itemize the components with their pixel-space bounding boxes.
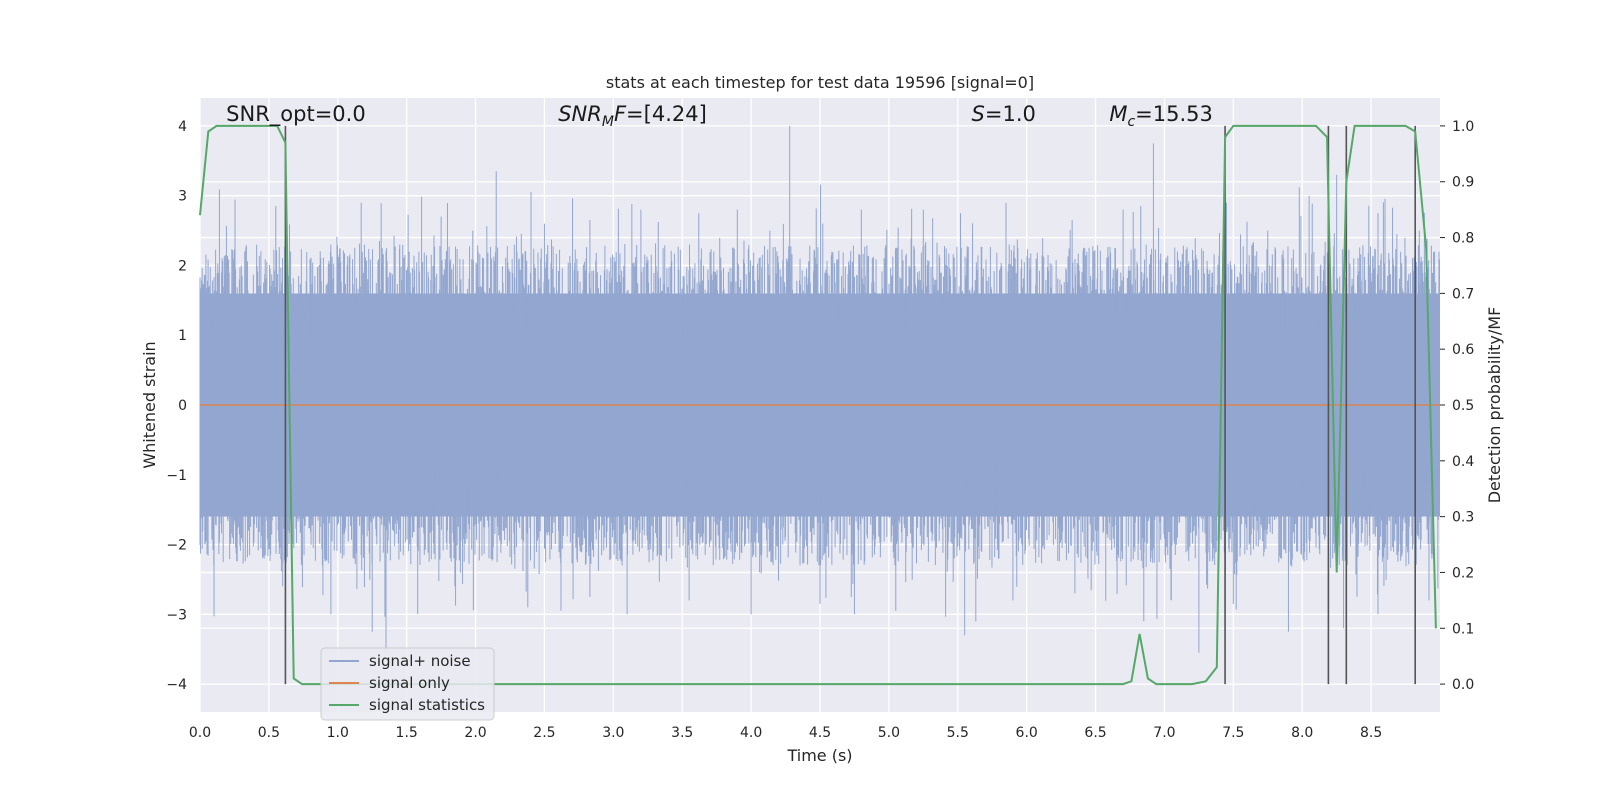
- y-tick-label: 1: [178, 328, 187, 344]
- y-tick-label: 3: [178, 189, 187, 205]
- y-tick-label: −4: [166, 677, 187, 693]
- signal-statistics-line: [199, 124, 1437, 686]
- signal-statistics-series: [199, 124, 1437, 686]
- annotation-2: S=1.0: [972, 102, 1036, 126]
- x-tick-label: 8.0: [1291, 725, 1313, 741]
- y2-tick-label: 0.1: [1452, 621, 1474, 637]
- y2-tick-label: 0.5: [1452, 398, 1474, 414]
- x-tick-label: 7.5: [1222, 725, 1244, 741]
- annotations: SNR_opt=0.0 SNRMF=[4.24] S=1.0 Mc=15.53: [226, 102, 1213, 130]
- x-tick-labels: 0.0 0.5 1.0 1.5 2.0 2.5 3.0 3.5 4.0 4.5 5.0 5.5 6.0 6…: [189, 725, 1382, 741]
- y2-tick-label: 1.0: [1452, 119, 1474, 135]
- x-tick-label: 3.5: [671, 725, 693, 741]
- y2-tick-label: 0.0: [1452, 677, 1474, 693]
- y-tick-label: 2: [178, 258, 187, 274]
- x-tick-label: 2.5: [533, 725, 555, 741]
- x-axis-label: Time (s): [786, 746, 852, 765]
- y2-tick-label: 0.8: [1452, 231, 1474, 247]
- x-tick-label: 6.0: [1016, 725, 1038, 741]
- y2-tick-labels: 0.0 0.1 0.2 0.3 0.4 0.5 0.6 0.7 0.8 0.9 1.0: [1440, 119, 1474, 693]
- legend-box: [320, 647, 495, 721]
- x-tick-label: 0.0: [189, 725, 211, 741]
- legend-label-stats: signal statistics: [369, 696, 485, 714]
- x-tick-label: 5.5: [947, 725, 969, 741]
- y-tick-label: 4: [178, 119, 187, 135]
- y2-axis-label: Detection probability/MF: [1485, 307, 1504, 504]
- annotation-1: SNRMF=[4.24]: [558, 102, 707, 130]
- x-tick-label: 4.5: [809, 725, 831, 741]
- x-tick-label: 6.5: [1084, 725, 1106, 741]
- y-tick-label: −2: [166, 538, 187, 554]
- legend: signal+ noise signal only signal statist…: [320, 647, 495, 721]
- y2-tick-label: 0.9: [1452, 175, 1474, 191]
- x-tick-label: 5.0: [878, 725, 900, 741]
- y-axis-label: Whitened strain: [140, 341, 159, 468]
- y2-tick-label: 0.4: [1452, 454, 1474, 470]
- x-tick-label: 1.5: [396, 725, 418, 741]
- y2-tick-label: 0.2: [1452, 565, 1474, 581]
- y2-tick-label: 0.7: [1452, 286, 1474, 302]
- y-tick-label: −1: [166, 468, 187, 484]
- y-tick-label: −3: [166, 607, 187, 623]
- y-tick-label: 0: [178, 398, 187, 414]
- y2-tick-label: 0.3: [1452, 510, 1474, 526]
- x-tick-label: 8.5: [1360, 725, 1382, 741]
- x-tick-label: 0.5: [258, 725, 280, 741]
- chart-title: stats at each timestep for test data 195…: [606, 73, 1034, 92]
- legend-label-noise: signal+ noise: [369, 652, 471, 670]
- legend-label-signal: signal only: [369, 674, 450, 692]
- annotation-3: Mc=15.53: [1109, 102, 1213, 130]
- x-tick-label: 2.0: [464, 725, 486, 741]
- x-tick-label: 1.0: [327, 725, 349, 741]
- x-tick-label: 4.0: [740, 725, 762, 741]
- y-tick-labels: −4 −3 −2 −1 0 1 2 3 4: [166, 119, 187, 693]
- annotation-0: SNR_opt=0.0: [226, 102, 366, 127]
- x-tick-label: 7.0: [1153, 725, 1175, 741]
- y2-tick-label: 0.6: [1452, 342, 1474, 358]
- x-tick-label: 3.0: [602, 725, 624, 741]
